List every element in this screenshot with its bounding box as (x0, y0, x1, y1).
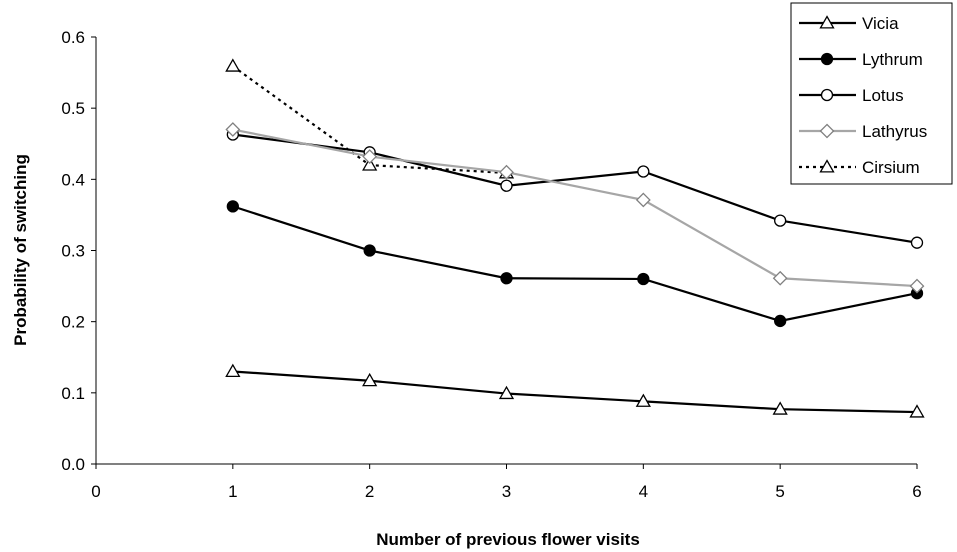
x-tick-label: 5 (775, 482, 784, 501)
data-point-lythrum (363, 244, 376, 257)
data-point-lathyrus (225, 122, 241, 137)
legend-label-lathyrus: Lathyrus (862, 122, 927, 141)
data-point-lotus (500, 179, 513, 192)
x-tick-label: 6 (912, 482, 921, 501)
data-point-vicia (909, 404, 925, 418)
x-tick-label: 3 (502, 482, 511, 501)
x-tick-label: 2 (365, 482, 374, 501)
y-tick-label: 0.4 (61, 170, 85, 189)
legend-marker-vicia (819, 15, 835, 29)
legend-marker-cirsium (819, 159, 835, 173)
data-point-lythrum (637, 272, 650, 286)
chart-legend: Vicia Lythrum Lotus Lathyrus Cirsium (790, 2, 953, 185)
data-point-vicia (362, 372, 378, 387)
y-tick-label: 0.3 (61, 242, 85, 261)
legend-label-lythrum: Lythrum (862, 50, 923, 69)
data-point-lathyrus (635, 192, 651, 208)
series-markers (225, 58, 925, 418)
data-point-lathyrus (362, 149, 378, 164)
data-point-lythrum (500, 272, 513, 285)
data-point-lythrum (226, 200, 239, 213)
data-point-lathyrus (499, 164, 514, 180)
data-point-cirsium (362, 157, 378, 171)
y-tick-label: 0.2 (61, 313, 85, 332)
data-point-lotus (774, 214, 787, 227)
data-point-vicia (772, 401, 788, 415)
y-tick-label: 0.6 (61, 28, 85, 47)
data-point-vicia (498, 385, 515, 400)
legend-label-lotus: Lotus (862, 86, 904, 105)
y-tick-label: 0.0 (61, 455, 85, 474)
data-point-lotus (910, 236, 924, 249)
data-point-lathyrus (772, 270, 788, 286)
series-line-lythrum (232, 205, 918, 323)
data-point-lythrum (774, 314, 787, 328)
legend-marker-lythrum (820, 52, 834, 66)
data-point-cirsium (225, 58, 241, 72)
data-point-vicia (225, 363, 241, 378)
y-tick-label: 0.5 (61, 99, 85, 118)
x-tick-label: 4 (639, 482, 648, 501)
series-line-lathyrus (232, 128, 918, 288)
x-axis-title: Number of previous flower visits (376, 530, 640, 549)
legend-marker-lotus (820, 88, 834, 102)
data-point-lotus (637, 165, 650, 178)
y-tick-label: 0.1 (61, 384, 85, 403)
x-tick-label: 1 (228, 482, 237, 501)
legend-box (790, 2, 953, 185)
series-line-vicia (232, 370, 918, 414)
legend-label-cirsium: Cirsium (862, 158, 920, 177)
x-tick-label: 0 (91, 482, 100, 501)
legend-label-vicia: Vicia (862, 14, 899, 33)
legend-marker-lathyrus (819, 123, 835, 139)
data-point-vicia (635, 393, 651, 407)
data-point-lathyrus (909, 278, 925, 294)
chart-axes: 0.0 0.1 0.2 0.3 0.4 0.5 0.6 0 1 2 3 4 5 6 (61, 28, 921, 501)
y-axis-title: Probability of switching (11, 154, 30, 346)
